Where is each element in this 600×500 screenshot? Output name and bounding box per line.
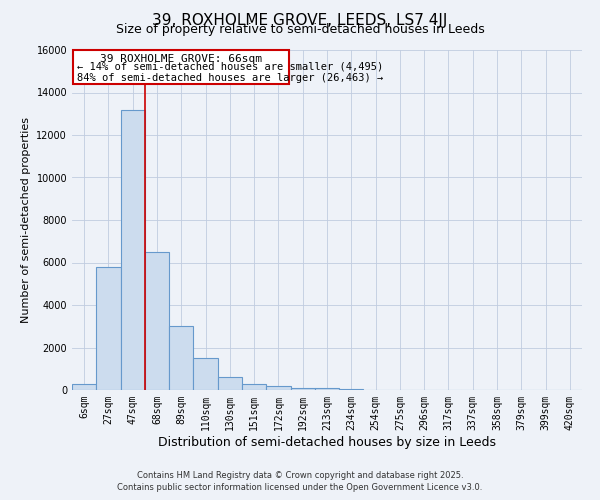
Bar	[169, 326, 193, 390]
Bar	[121, 110, 145, 390]
Bar	[218, 378, 242, 390]
X-axis label: Distribution of semi-detached houses by size in Leeds: Distribution of semi-detached houses by …	[158, 436, 496, 448]
Text: Size of property relative to semi-detached houses in Leeds: Size of property relative to semi-detach…	[116, 22, 484, 36]
Bar	[72, 384, 96, 390]
Y-axis label: Number of semi-detached properties: Number of semi-detached properties	[21, 117, 31, 323]
Bar	[290, 388, 315, 390]
Bar	[145, 252, 169, 390]
Bar	[96, 267, 121, 390]
Bar	[193, 358, 218, 390]
Bar	[315, 388, 339, 390]
Bar	[339, 389, 364, 390]
Text: Contains HM Land Registry data © Crown copyright and database right 2025.
Contai: Contains HM Land Registry data © Crown c…	[118, 471, 482, 492]
Bar	[266, 386, 290, 390]
Text: 84% of semi-detached houses are larger (26,463) →: 84% of semi-detached houses are larger (…	[77, 73, 383, 83]
Text: ← 14% of semi-detached houses are smaller (4,495): ← 14% of semi-detached houses are smalle…	[77, 62, 383, 72]
Text: 39, ROXHOLME GROVE, LEEDS, LS7 4JJ: 39, ROXHOLME GROVE, LEEDS, LS7 4JJ	[152, 12, 448, 28]
Bar	[242, 384, 266, 390]
Text: 39 ROXHOLME GROVE: 66sqm: 39 ROXHOLME GROVE: 66sqm	[100, 54, 262, 64]
FancyBboxPatch shape	[73, 50, 289, 84]
